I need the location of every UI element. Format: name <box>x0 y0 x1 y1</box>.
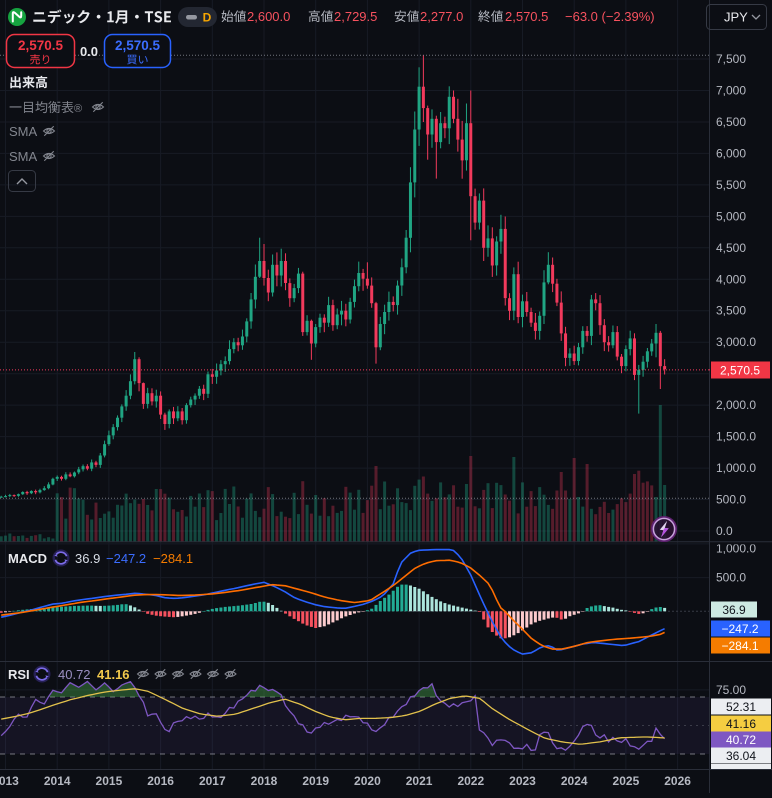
svg-text:2017: 2017 <box>199 774 226 788</box>
svg-text:2,570.5: 2,570.5 <box>505 9 548 24</box>
svg-text:−284.1: −284.1 <box>153 551 193 566</box>
svg-text:2,277.0: 2,277.0 <box>420 9 463 24</box>
svg-text:2,729.5: 2,729.5 <box>334 9 377 24</box>
svg-text:2,570.5: 2,570.5 <box>115 38 161 53</box>
svg-text:D: D <box>203 11 212 25</box>
svg-text:JPY: JPY <box>724 10 748 25</box>
svg-text:36.04: 36.04 <box>726 749 756 763</box>
svg-text:2018: 2018 <box>251 774 278 788</box>
svg-text:2,570.5: 2,570.5 <box>720 363 760 377</box>
svg-text:75.00: 75.00 <box>716 683 746 697</box>
svg-text:3,000.0: 3,000.0 <box>716 335 756 349</box>
svg-text:36.9: 36.9 <box>75 551 100 566</box>
svg-text:2015: 2015 <box>96 774 123 788</box>
svg-text:−63.0 (−2.39%): −63.0 (−2.39%) <box>565 9 655 24</box>
svg-text:SMA: SMA <box>9 124 38 139</box>
svg-text:2016: 2016 <box>147 774 174 788</box>
svg-text:500.0: 500.0 <box>716 493 746 507</box>
svg-text:41.16: 41.16 <box>726 717 756 731</box>
svg-text:SMA: SMA <box>9 149 38 164</box>
svg-text:2,570.5: 2,570.5 <box>18 38 64 53</box>
svg-text:2020: 2020 <box>354 774 381 788</box>
svg-text:7,000: 7,000 <box>716 83 746 97</box>
svg-text:40.72: 40.72 <box>58 667 91 682</box>
svg-text:6,500: 6,500 <box>716 115 746 129</box>
svg-text:1,000.0: 1,000.0 <box>716 461 756 475</box>
svg-text:2,600.0: 2,600.0 <box>247 9 290 24</box>
svg-text:2019: 2019 <box>302 774 329 788</box>
svg-text:4,000: 4,000 <box>716 272 746 286</box>
svg-text:5,000: 5,000 <box>716 209 746 223</box>
svg-text:2024: 2024 <box>561 774 588 788</box>
svg-text:2026: 2026 <box>664 774 691 788</box>
svg-text:40.72: 40.72 <box>726 733 756 747</box>
svg-text:2025: 2025 <box>613 774 640 788</box>
svg-text:3,500: 3,500 <box>716 304 746 318</box>
svg-text:1,000.0: 1,000.0 <box>716 542 756 556</box>
svg-text:36.9: 36.9 <box>722 603 746 617</box>
svg-text:−284.1: −284.1 <box>721 639 758 653</box>
svg-text:RSI: RSI <box>8 667 30 682</box>
svg-text:500.0: 500.0 <box>716 571 746 585</box>
svg-text:4,500: 4,500 <box>716 241 746 255</box>
svg-text:6,000: 6,000 <box>716 146 746 160</box>
svg-text:MACD: MACD <box>8 551 47 566</box>
svg-text:52.31: 52.31 <box>726 700 756 714</box>
svg-text:0.0: 0.0 <box>716 524 733 538</box>
svg-text:−247.2: −247.2 <box>721 622 758 636</box>
svg-text:0.0: 0.0 <box>80 44 98 59</box>
svg-text:2,000.0: 2,000.0 <box>716 398 756 412</box>
svg-text:®: ® <box>74 103 82 115</box>
svg-text:2013: 2013 <box>0 774 19 788</box>
svg-text:41.16: 41.16 <box>97 667 130 682</box>
svg-text:2021: 2021 <box>406 774 433 788</box>
svg-text:7,500: 7,500 <box>716 52 746 66</box>
svg-text:2022: 2022 <box>457 774 484 788</box>
svg-text:5,500: 5,500 <box>716 178 746 192</box>
svg-text:2014: 2014 <box>44 774 71 788</box>
svg-text:−247.2: −247.2 <box>106 551 146 566</box>
svg-text:2023: 2023 <box>509 774 536 788</box>
svg-text:1,500.0: 1,500.0 <box>716 430 756 444</box>
